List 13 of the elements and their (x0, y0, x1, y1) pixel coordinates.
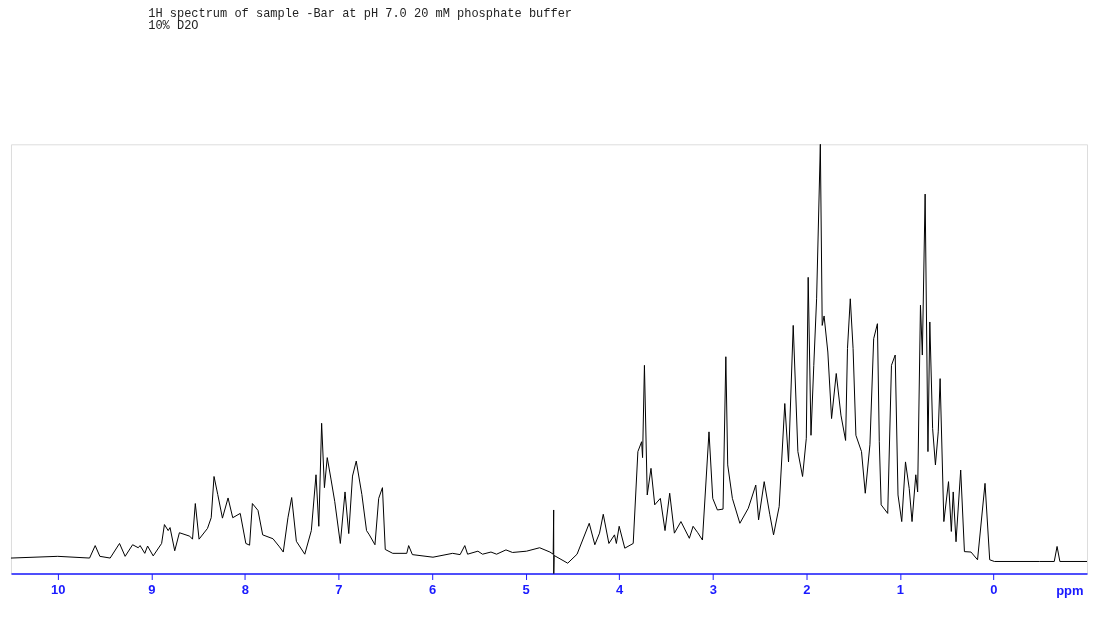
x-axis-title: ppm (1056, 582, 1084, 598)
chart-subtitle: 10% D2O (148, 19, 199, 33)
x-tick-label: 1 (896, 581, 904, 597)
x-tick-label: 0 (990, 581, 998, 597)
x-tick-label: 8 (241, 581, 250, 597)
x-tick-label: 6 (428, 581, 437, 597)
x-tick-label: 10 (51, 581, 66, 597)
x-tick-label: 3 (709, 581, 717, 597)
x-tick-label: 4 (616, 581, 625, 597)
x-tick-label: 5 (522, 581, 530, 597)
x-tick-label: 2 (803, 581, 811, 597)
x-tick-label: 7 (335, 581, 343, 597)
x-tick-label: 9 (148, 581, 156, 597)
